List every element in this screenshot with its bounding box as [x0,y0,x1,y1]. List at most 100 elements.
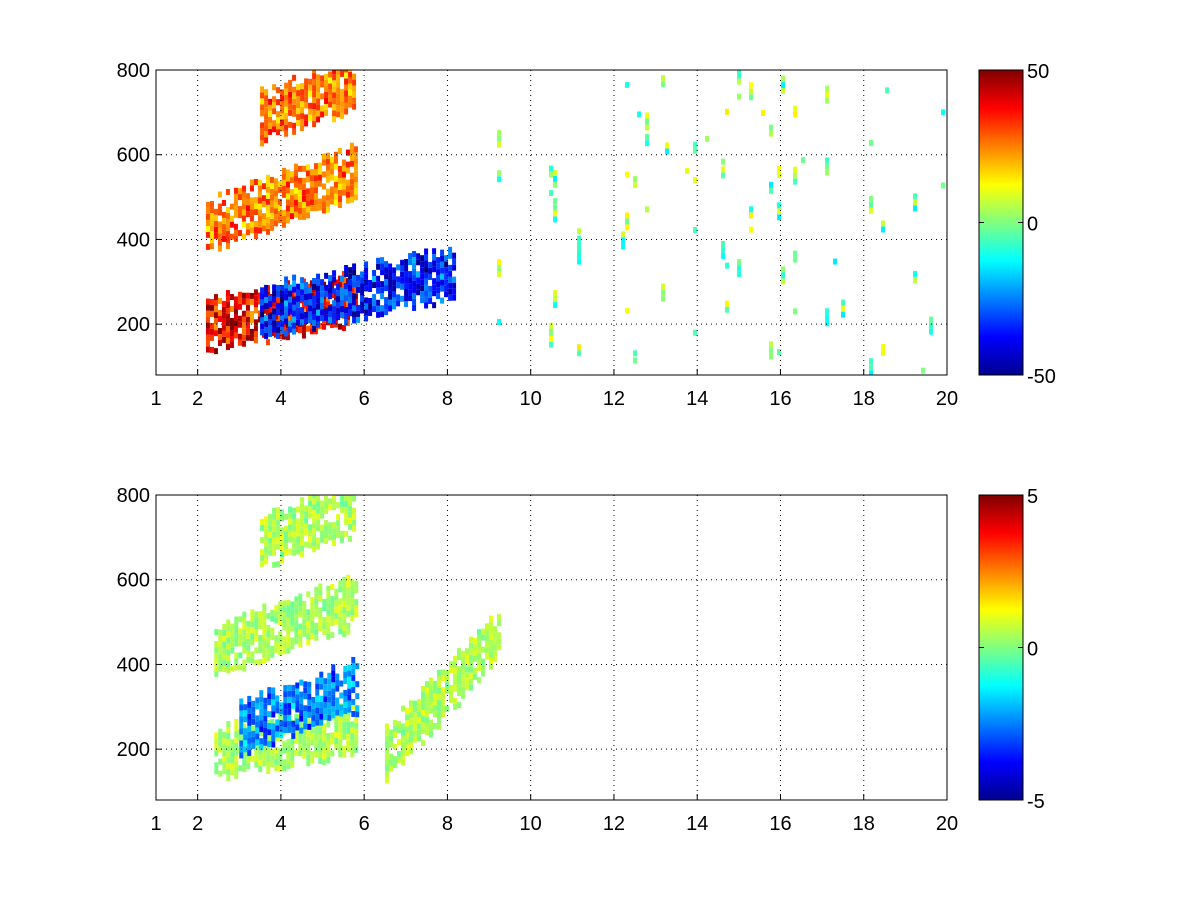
heatmap-1-cell [217,233,222,240]
heatmap-1-cell [348,70,353,72]
heatmap-2-cell [314,751,319,758]
heatmap-2-cell [424,723,429,730]
heatmap-1-cell [273,190,278,197]
heatmap-2-cell [280,515,285,522]
heatmap-2-cell [436,681,441,688]
heatmap-1-cell [221,211,226,218]
heatmap-1-x-tick-label: 20 [936,388,958,410]
heatmap-1-cell [284,318,289,325]
heatmap-2-cell [492,638,497,645]
heatmap-1-cell [336,111,341,118]
heatmap-1-cell [341,165,346,172]
heatmap-2-cell [287,726,292,733]
heatmap-1-cell [553,290,558,297]
heatmap-1-cell [737,271,742,278]
heatmap-1-cell [309,169,314,176]
heatmap-1-cell [245,229,250,236]
heatmap-1-cell [296,289,301,296]
heatmap-2-cell [247,725,252,732]
heatmap-2-cell [327,684,332,691]
heatmap-2-cell [464,684,469,691]
heatmap-1-cell [280,308,285,315]
heatmap-2-cell [278,619,283,626]
heatmap-2-cell [342,625,347,632]
heatmap-1-cell [313,193,318,200]
heatmap-2-cell [314,727,319,734]
heatmap-2-cell [300,551,305,558]
heatmap-2-cell [448,666,453,673]
heatmap-2-cell [338,622,343,629]
heatmap-2-cell [346,604,351,611]
heatmap-1-cell [296,102,301,109]
heatmap-2-cell [328,522,333,529]
heatmap-1-cell [272,84,277,91]
heatmap-1-cell [336,314,341,321]
heatmap-1-cell [396,294,401,301]
heatmap-2-cell [420,716,425,723]
heatmap-1-cell [336,308,341,315]
heatmap-1-cell [448,282,453,289]
heatmap-1-cell [237,188,242,195]
heatmap-1-cell [352,103,357,110]
heatmap-2-cell [342,715,347,722]
heatmap-1-cell [392,273,397,280]
heatmap-2-cell [488,645,493,652]
heatmap-1-cell [308,305,313,312]
heatmap-1-cell [621,231,626,238]
heatmap-1-cell [276,302,281,309]
heatmap-1-cell [577,350,582,357]
heatmap-2-cell [350,591,355,598]
heatmap-1-cell [264,119,269,126]
heatmap-1-cell [300,277,305,284]
heatmap-1-cell [225,332,230,339]
heatmap-1-cell [308,287,313,294]
heatmap-2-cell [272,525,277,532]
heatmap-1-cell [348,77,353,84]
heatmap-2-cell [260,560,265,567]
heatmap-2-cell [226,625,231,632]
heatmap-2-cell [327,678,332,685]
heatmap-2-cell [388,735,393,742]
heatmap-1-cell [336,70,341,76]
heatmap-1-cell [420,255,425,262]
heatmap-1-cell [233,332,238,339]
heatmap-2-cell [312,522,317,529]
heatmap-1-cell [272,108,277,115]
heatmap-2-cell [299,709,304,716]
heatmap-1-cell [328,77,333,84]
heatmap-2-cell [464,666,469,673]
heatmap-2-cell [404,720,409,727]
heatmap-2-cell [480,646,485,653]
heatmap-1-cell [665,142,670,149]
heatmap-1-cell [229,215,234,222]
heatmap-1-cell [209,334,214,341]
heatmap-1-cell [304,114,309,121]
heatmap-2-cell [266,613,271,620]
heatmap-2-cell [267,687,272,694]
heatmap-2-cell [460,662,465,669]
heatmap-2-cell [343,677,348,684]
heatmap-2-x-ticks: 1 2 4 6 8 10 12 14 16 18 20 [150,794,958,835]
heatmap-1-cell [280,314,285,321]
heatmap-2-cell [222,647,227,654]
heatmap-1-cell [316,86,321,93]
heatmap-2-cell [242,760,247,767]
heatmap-1-cell [209,322,214,329]
heatmap-2-cell [234,616,239,623]
heatmap-2-cell [460,656,465,663]
heatmap-2-cell [315,719,320,726]
heatmap-2-x-tick-label: 8 [442,813,453,835]
heatmap-2-cell [280,527,285,534]
heatmap-2-cell [287,702,292,709]
heatmap-2-cell [234,718,239,725]
heatmap-2-cell [284,537,289,544]
heatmap-2-cell [274,734,279,741]
heatmap-2-cell [222,738,227,745]
heatmap-1-cell [424,260,429,267]
heatmap-1-cell [237,315,242,322]
heatmap-1-cell [312,91,317,98]
heatmap-2-cell [288,530,293,537]
heatmap-1-cell [308,317,313,324]
heatmap-2-cell [268,525,273,532]
